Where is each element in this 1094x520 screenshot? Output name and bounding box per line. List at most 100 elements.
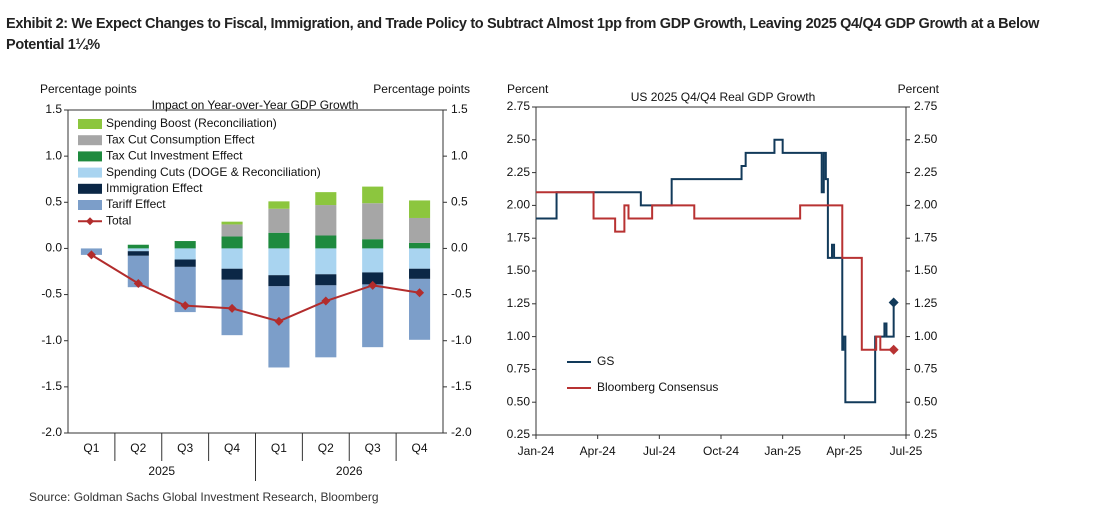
bar-segment xyxy=(315,205,337,236)
y-tick-label: 1.5 xyxy=(45,102,62,116)
y2-tick-label: 0.25 xyxy=(914,427,938,441)
legend-label: Immigration Effect xyxy=(106,181,203,195)
x-tick-label: Q1 xyxy=(83,441,99,455)
bar-segment xyxy=(362,203,384,240)
legend-swatch xyxy=(78,167,102,178)
bar-segment xyxy=(174,241,196,249)
bar-segment xyxy=(268,201,290,209)
bar-segment xyxy=(221,221,243,225)
legend-label: Tariff Effect xyxy=(106,197,166,211)
legend-label: GS xyxy=(597,354,614,368)
total-marker xyxy=(133,278,143,288)
total-marker xyxy=(86,250,96,260)
total-line xyxy=(90,254,420,323)
y-tick-label: 0.5 xyxy=(45,194,62,208)
bar-segment xyxy=(362,248,384,273)
x-tick-label: Q3 xyxy=(365,441,381,455)
y-tick-label: -0.5 xyxy=(41,287,62,301)
bar-segment xyxy=(174,248,196,260)
bar-segment xyxy=(409,217,431,243)
bar-segment xyxy=(221,236,243,249)
bar-segment xyxy=(174,259,196,267)
x-tick-label: Q3 xyxy=(177,441,193,455)
legend-swatch xyxy=(78,200,102,210)
y-axis-label: Percentage points xyxy=(40,82,137,96)
x-tick-label: Oct-24 xyxy=(703,444,739,458)
series-line xyxy=(536,138,895,404)
y2-tick-label: 0.50 xyxy=(914,394,938,408)
y2-tick-label: -2.0 xyxy=(451,425,472,439)
legend-marker xyxy=(86,217,94,226)
total-marker xyxy=(368,280,378,290)
y-tick-label: 0.25 xyxy=(507,427,531,441)
bar-segment xyxy=(127,251,149,256)
bar-segment xyxy=(409,242,431,249)
bar-segment xyxy=(409,278,431,340)
x-tick-label: Q4 xyxy=(412,441,428,455)
y-tick-label: 2.25 xyxy=(507,165,531,179)
source-note: Source: Goldman Sachs Global Investment … xyxy=(29,490,379,504)
bar-segment xyxy=(362,239,384,249)
bar-segment xyxy=(268,248,290,276)
total-marker xyxy=(180,301,190,311)
legend-swatch xyxy=(78,135,102,146)
legend-label: Spending Cuts (DOGE & Reconciliation) xyxy=(106,165,321,179)
legend-swatch xyxy=(78,151,102,162)
x-tick-label: Q2 xyxy=(130,441,146,455)
chart-subtitle: US 2025 Q4/Q4 Real GDP Growth xyxy=(631,90,816,104)
y-tick-label: 2.75 xyxy=(507,99,531,113)
x-tick-label: Jul-24 xyxy=(643,444,676,458)
legend-label: Spending Boost (Reconciliation) xyxy=(106,116,277,130)
legend-label: Tax Cut Investment Effect xyxy=(106,149,243,163)
y2-tick-label: 1.00 xyxy=(914,329,938,343)
total-marker xyxy=(415,288,425,298)
bar-segment xyxy=(127,244,149,249)
bar-segment xyxy=(362,272,384,285)
bar-segment xyxy=(362,186,384,204)
bar-segment xyxy=(221,224,243,237)
y2-tick-label: 1.5 xyxy=(451,102,468,116)
bar-segment xyxy=(315,274,337,286)
end-marker xyxy=(888,344,899,355)
y-tick-label: 1.75 xyxy=(507,230,531,244)
y2-tick-label: 1.25 xyxy=(914,296,938,310)
x-tick-label: Jan-25 xyxy=(764,444,801,458)
plot-frame xyxy=(535,106,907,436)
bar-segment xyxy=(409,200,431,218)
y2-axis-label: Percentage points xyxy=(373,82,470,96)
legend-label: Tax Cut Consumption Effect xyxy=(106,132,255,146)
y2-tick-label: 2.25 xyxy=(914,165,938,179)
bar-segment xyxy=(315,192,337,206)
x-tick-label: Jul-25 xyxy=(890,444,923,458)
bar-segment xyxy=(315,285,337,358)
bar-segment xyxy=(221,248,243,269)
bar-segment xyxy=(268,275,290,287)
y-tick-label: 0.50 xyxy=(507,394,531,408)
bar-segment xyxy=(268,286,290,368)
x-tick-label: Q2 xyxy=(318,441,334,455)
y-tick-label: 1.00 xyxy=(507,329,531,343)
y2-axis-label: Percent xyxy=(898,82,940,96)
x-group-label: 2025 xyxy=(148,464,175,478)
y2-tick-label: 0.5 xyxy=(451,194,468,208)
y2-tick-label: 0.0 xyxy=(451,241,468,255)
legend-label: Total xyxy=(106,213,131,227)
bar-segment xyxy=(409,268,431,279)
chart-subtitle: Impact on Year-over-Year GDP Growth xyxy=(152,98,359,112)
bar-segment xyxy=(268,208,290,233)
x-tick-label: Apr-24 xyxy=(580,444,616,458)
end-marker xyxy=(888,297,899,308)
total-marker xyxy=(321,296,331,306)
legend-label: Bloomberg Consensus xyxy=(597,380,718,394)
y-axis-label: Percent xyxy=(507,82,549,96)
exhibit-title: Exhibit 2: We Expect Changes to Fiscal, … xyxy=(6,16,1040,53)
y-tick-label: -1.5 xyxy=(41,379,62,393)
y-tick-label: 1.0 xyxy=(45,148,62,162)
bar-segment xyxy=(174,266,196,313)
x-tick-label: Q4 xyxy=(224,441,240,455)
y-tick-label: 1.25 xyxy=(507,296,531,310)
y2-tick-label: 2.00 xyxy=(914,198,938,212)
y2-tick-label: -1.5 xyxy=(451,379,472,393)
bar-segment xyxy=(268,232,290,249)
